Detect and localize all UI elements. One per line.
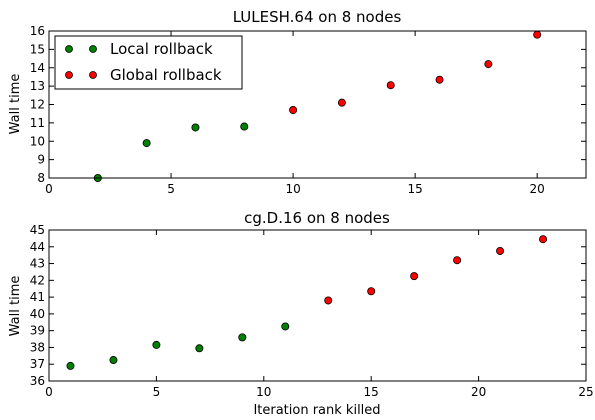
top-global-rollback-point — [289, 106, 298, 115]
top-ticks: 0 5 10 15 20 8 9 10 11 12 13 14 15 16 — [30, 24, 586, 196]
bottom-x-tick-label: 10 — [256, 385, 271, 399]
legend-local-marker-1 — [65, 45, 73, 53]
top-plot-frame — [48, 30, 587, 179]
bottom-chart-panel: cg.D.16 on 8 nodes Wall time Iteration r… — [8, 209, 594, 418]
bottom-chart-title: cg.D.16 on 8 nodes — [244, 209, 390, 227]
bottom-global-rollback-point — [410, 272, 419, 281]
top-y-tick-label: 13 — [30, 79, 45, 93]
top-local-rollback-point — [240, 122, 249, 131]
legend-local-label: Local rollback — [110, 40, 213, 58]
top-local-rollback-point — [142, 139, 151, 148]
bottom-x-tick-label: 25 — [578, 385, 593, 399]
bottom-x-tick-label: 0 — [45, 385, 53, 399]
top-x-tick-label: 0 — [45, 182, 53, 196]
bottom-y-tick-label: 37 — [30, 357, 45, 371]
bottom-global-rollback-point — [539, 235, 548, 244]
top-y-tick-label: 10 — [30, 134, 45, 148]
top-x-tick-label: 5 — [167, 182, 175, 196]
bottom-ticks: 0 5 10 15 20 25 36 37 38 39 40 41 42 43 44 45 — [30, 223, 594, 399]
top-y-tick-label: 16 — [30, 24, 45, 38]
bottom-y-tick-label: 38 — [30, 340, 45, 354]
top-global-rollback-point — [386, 81, 395, 90]
bottom-global-rollback-point — [367, 287, 376, 296]
bottom-global-rollback-point — [453, 256, 462, 265]
legend-global-marker-2 — [89, 71, 97, 79]
legend-box — [54, 35, 243, 90]
top-legend: Local rollback Global rollback — [54, 35, 243, 90]
bottom-global-rollback-point — [496, 246, 505, 255]
top-y-tick-label: 9 — [37, 153, 45, 167]
bottom-local-rollback-point — [238, 333, 247, 342]
top-global-rollback-point — [533, 30, 542, 39]
bottom-y-tick-label: 45 — [30, 223, 45, 237]
top-x-tick-label: 10 — [285, 182, 300, 196]
bottom-y-tick-label: 42 — [30, 273, 45, 287]
top-y-axis-label: Wall time — [8, 74, 23, 135]
top-x-tick-label: 20 — [530, 182, 545, 196]
bottom-y-tick-label: 41 — [30, 290, 45, 304]
bottom-y-tick-label: 40 — [30, 307, 45, 321]
bottom-local-rollback-point — [195, 344, 204, 353]
top-y-tick-label: 12 — [30, 98, 45, 112]
top-data-points — [93, 30, 542, 182]
top-global-rollback-point — [337, 98, 346, 107]
top-y-tick-label: 8 — [37, 171, 45, 185]
legend-global-label: Global rollback — [110, 66, 222, 84]
legend-global-marker-1 — [65, 71, 73, 79]
top-y-tick-label: 11 — [30, 116, 45, 130]
top-chart-panel: LULESH.64 on 8 nodes Wall time 0 5 10 15 20 8… — [8, 8, 587, 196]
bottom-y-tick-label: 43 — [30, 257, 45, 271]
top-chart-title: LULESH.64 on 8 nodes — [233, 8, 402, 26]
bottom-data-points — [66, 235, 548, 370]
bottom-y-tick-label: 39 — [30, 324, 45, 338]
bottom-x-axis-label: Iteration rank killed — [253, 403, 380, 418]
bottom-local-rollback-point — [66, 361, 75, 370]
bottom-y-tick-label: 36 — [30, 374, 45, 388]
top-global-rollback-point — [484, 60, 493, 69]
bottom-global-rollback-point — [324, 296, 333, 305]
bottom-x-tick-label: 20 — [471, 385, 486, 399]
bottom-local-rollback-point — [281, 322, 290, 331]
legend-local-marker-2 — [89, 45, 97, 53]
top-local-rollback-point — [191, 123, 200, 132]
bottom-y-axis-label: Wall time — [8, 276, 23, 337]
top-y-tick-label: 14 — [30, 61, 45, 75]
bottom-y-tick-label: 44 — [30, 240, 45, 254]
bottom-local-rollback-point — [152, 340, 161, 349]
top-x-tick-label: 15 — [407, 182, 422, 196]
bottom-local-rollback-point — [109, 356, 118, 365]
top-global-rollback-point — [435, 75, 444, 84]
bottom-plot-frame — [48, 229, 587, 382]
bottom-x-tick-label: 15 — [364, 385, 379, 399]
bottom-x-tick-label: 5 — [153, 385, 161, 399]
top-y-tick-label: 15 — [30, 42, 45, 56]
